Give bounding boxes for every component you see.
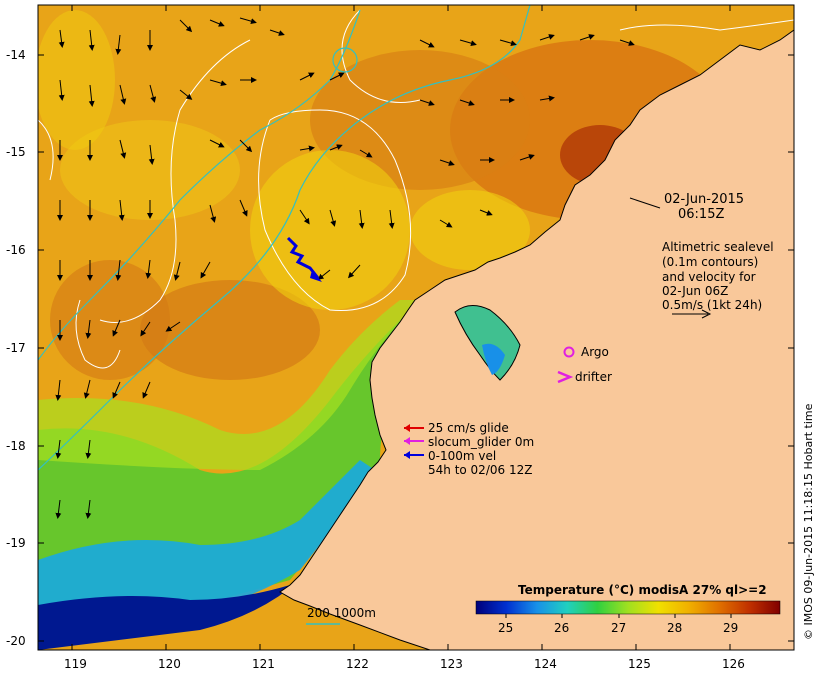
bay-water-deep	[482, 343, 505, 375]
drifter-label: drifter	[575, 370, 612, 384]
velocity-arrow-icon	[404, 451, 424, 459]
y-tick-label: -18	[6, 439, 26, 453]
glider-track	[286, 236, 322, 282]
colorbar	[475, 600, 781, 615]
sst-yellowgreen-band	[38, 300, 420, 470]
colorbar-title: Temperature (°C) modisA 27% ql>=2	[518, 583, 767, 597]
sst-cool-patch	[250, 150, 410, 310]
colorbar-tick-label: 29	[723, 621, 738, 635]
y-axis	[38, 54, 794, 642]
glider-legend-line: 25 cm/s glide	[428, 421, 509, 435]
x-tick-label: 123	[440, 657, 463, 671]
bay-water	[454, 305, 521, 381]
colorbar-ticks	[505, 614, 732, 618]
glider-legend-line: 54h to 02/06 12Z	[428, 463, 532, 477]
sst-warm-patch	[310, 50, 530, 190]
altimetry-line: Altimetric sealevel	[662, 240, 774, 254]
drifter-marker-icon	[557, 370, 574, 384]
y-tick-label: -14	[6, 48, 26, 62]
sst-cool-patch	[60, 120, 240, 220]
sst-warm-patch	[50, 260, 170, 380]
sst-cool-patch	[410, 190, 530, 270]
sst-deepblue-band	[38, 580, 300, 650]
sst-cyan-band	[38, 460, 375, 640]
altimetry-line: and velocity for	[662, 270, 756, 284]
altimetry-line: (0.1m contours)	[662, 255, 758, 269]
date-leader-line	[629, 197, 661, 209]
sst-cool-patch	[38, 10, 115, 150]
y-tick-label: -16	[6, 243, 26, 257]
y-tick-label: -17	[6, 341, 26, 355]
map-frame	[37, 4, 795, 651]
colorbar-tick-label: 28	[667, 621, 682, 635]
date-label: 02-Jun-2015	[664, 192, 744, 207]
y-tick-label: -15	[6, 145, 26, 159]
time-label: 06:15Z	[678, 207, 724, 222]
imos-credit: © IMOS 09-Jun-2015 11:18:15 Hobart time	[802, 403, 815, 640]
sealevel-contours	[38, 9, 794, 369]
slocum-glider-arrow-icon	[404, 437, 424, 445]
x-tick-label: 122	[346, 657, 369, 671]
x-tick-label: 125	[628, 657, 651, 671]
argo-label: Argo	[581, 345, 609, 359]
velocity-scale-arrow	[672, 309, 712, 319]
y-tick-label: -20	[6, 634, 26, 648]
altimetry-line: 02-Jun 06Z	[662, 284, 728, 298]
x-axis	[71, 5, 731, 650]
glide-arrow-icon	[404, 424, 424, 432]
colorbar-tick-label: 25	[498, 621, 513, 635]
altimetry-line: 0.5m/s (1kt 24h)	[662, 298, 762, 312]
x-tick-label: 121	[252, 657, 275, 671]
x-tick-label: 120	[158, 657, 181, 671]
x-tick-label: 126	[722, 657, 745, 671]
colorbar-tick-label: 27	[611, 621, 626, 635]
x-tick-label: 124	[534, 657, 557, 671]
argo-marker-icon	[563, 346, 575, 358]
land	[279, 29, 794, 650]
glider-legend-line: 0-100m vel	[428, 449, 496, 463]
glider-legend-line: slocum_glider 0m	[428, 435, 534, 449]
y-tick-label: -19	[6, 536, 26, 550]
colorbar-tick-label: 26	[554, 621, 569, 635]
isobath-label: 200 1000m	[307, 606, 376, 620]
x-tick-label: 119	[64, 657, 87, 671]
sst-warm-patch	[140, 280, 320, 380]
velocity-arrows	[55, 17, 635, 519]
